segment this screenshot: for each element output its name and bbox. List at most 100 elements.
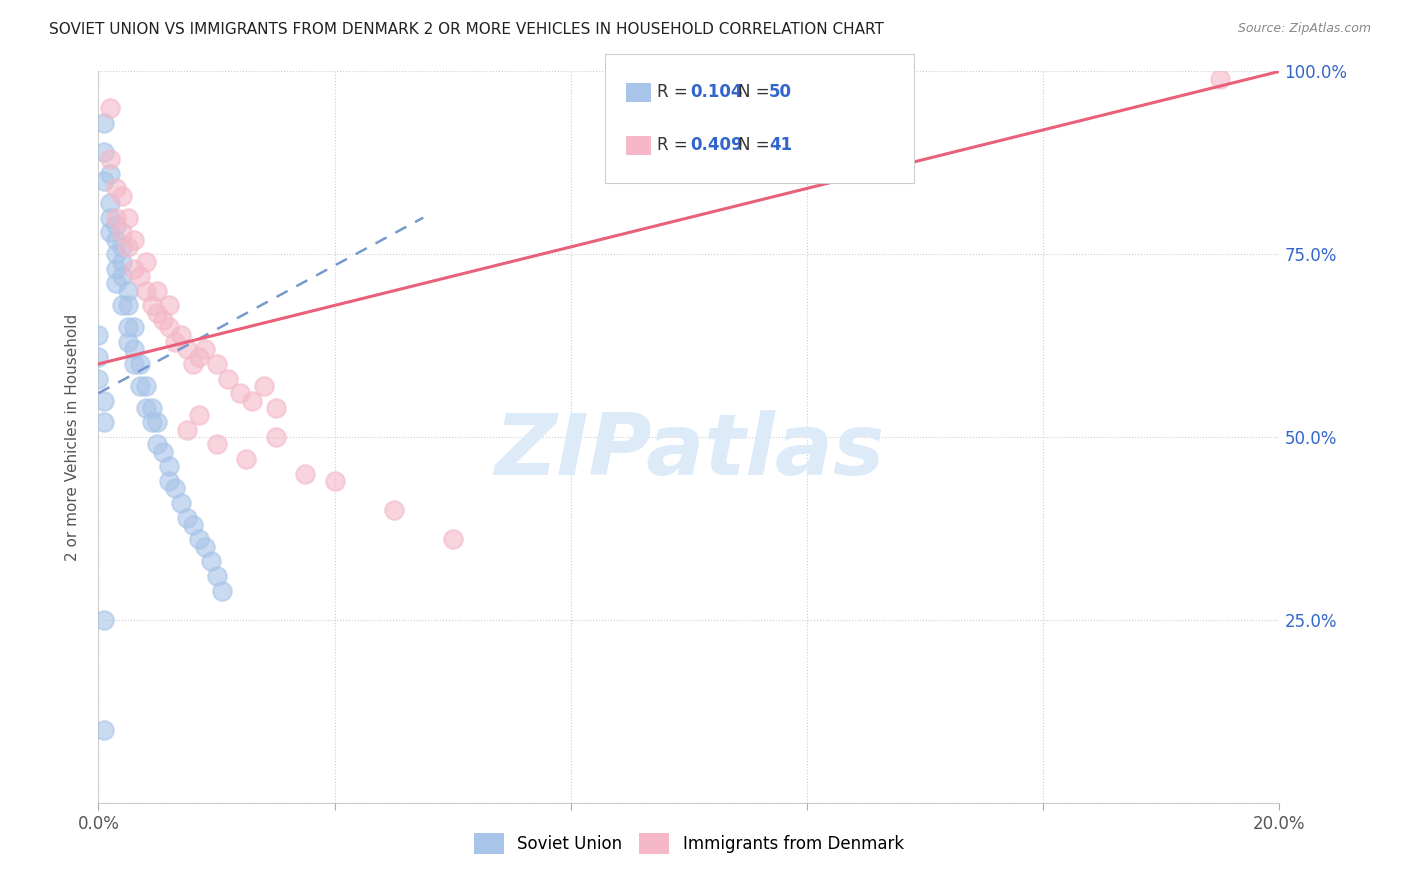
Point <box>152 444 174 458</box>
Point <box>146 284 169 298</box>
Point <box>117 298 139 312</box>
Point <box>170 496 193 510</box>
Text: 50: 50 <box>769 83 792 101</box>
Point <box>93 416 115 430</box>
Point <box>117 334 139 349</box>
Point <box>170 327 193 342</box>
Text: 0.104: 0.104 <box>690 83 742 101</box>
Point <box>111 188 134 202</box>
Point <box>176 423 198 437</box>
Point <box>165 481 187 495</box>
Text: SOVIET UNION VS IMMIGRANTS FROM DENMARK 2 OR MORE VEHICLES IN HOUSEHOLD CORRELAT: SOVIET UNION VS IMMIGRANTS FROM DENMARK … <box>49 22 884 37</box>
Point <box>146 416 169 430</box>
Point <box>187 408 209 422</box>
Point <box>205 569 228 583</box>
Point <box>240 393 263 408</box>
Point <box>205 357 228 371</box>
Point <box>105 247 128 261</box>
Point <box>98 211 121 225</box>
Point <box>181 357 204 371</box>
Text: Source: ZipAtlas.com: Source: ZipAtlas.com <box>1237 22 1371 36</box>
Point <box>157 474 180 488</box>
Point <box>146 306 169 320</box>
Point <box>194 540 217 554</box>
Point <box>382 503 405 517</box>
Text: ZIPatlas: ZIPatlas <box>494 410 884 493</box>
Point <box>1209 71 1232 86</box>
Point <box>117 320 139 334</box>
Point <box>93 174 115 188</box>
Point <box>98 167 121 181</box>
Point <box>194 343 217 357</box>
Point <box>157 320 180 334</box>
Text: R =: R = <box>657 83 693 101</box>
Point <box>253 379 276 393</box>
Point <box>117 240 139 254</box>
Point <box>93 613 115 627</box>
Point <box>105 181 128 195</box>
Point <box>235 452 257 467</box>
Point <box>176 510 198 524</box>
Point <box>264 401 287 415</box>
Point <box>105 218 128 232</box>
Point <box>105 211 128 225</box>
Point <box>441 533 464 547</box>
Point <box>105 261 128 276</box>
Point <box>128 357 150 371</box>
Point <box>128 379 150 393</box>
Point <box>98 101 121 115</box>
Point <box>87 327 110 342</box>
Point <box>122 261 145 276</box>
Point <box>98 152 121 166</box>
Point <box>141 298 163 312</box>
Point <box>135 401 157 415</box>
Point <box>87 350 110 364</box>
Point <box>111 254 134 268</box>
Point <box>111 269 134 284</box>
Point <box>146 437 169 451</box>
Y-axis label: 2 or more Vehicles in Household: 2 or more Vehicles in Household <box>65 313 80 561</box>
Point <box>264 430 287 444</box>
Point <box>181 517 204 532</box>
Text: 41: 41 <box>769 136 792 153</box>
Point <box>152 313 174 327</box>
Point <box>93 145 115 159</box>
Point <box>205 437 228 451</box>
Point <box>141 401 163 415</box>
Point <box>229 386 252 401</box>
Point <box>135 284 157 298</box>
Text: N =: N = <box>738 136 775 153</box>
Point <box>93 393 115 408</box>
Point <box>105 277 128 291</box>
Point <box>187 533 209 547</box>
Point <box>111 225 134 239</box>
Point <box>98 225 121 239</box>
Point <box>105 233 128 247</box>
Point <box>165 334 187 349</box>
Point <box>294 467 316 481</box>
Point <box>111 240 134 254</box>
Point <box>187 350 209 364</box>
Point <box>135 254 157 268</box>
Legend: Soviet Union, Immigrants from Denmark: Soviet Union, Immigrants from Denmark <box>467 827 911 860</box>
Text: 0.409: 0.409 <box>690 136 742 153</box>
Point <box>176 343 198 357</box>
Point <box>98 196 121 211</box>
Point <box>122 343 145 357</box>
Point <box>117 284 139 298</box>
Point <box>200 554 222 568</box>
Point <box>217 371 239 385</box>
Point <box>93 723 115 737</box>
Point <box>135 379 157 393</box>
Point <box>122 357 145 371</box>
Text: N =: N = <box>738 83 775 101</box>
Point <box>323 474 346 488</box>
Point <box>157 459 180 474</box>
Point <box>87 371 110 385</box>
Point <box>117 211 139 225</box>
Point <box>93 115 115 129</box>
Point <box>111 298 134 312</box>
Point <box>128 269 150 284</box>
Point <box>122 233 145 247</box>
Text: R =: R = <box>657 136 693 153</box>
